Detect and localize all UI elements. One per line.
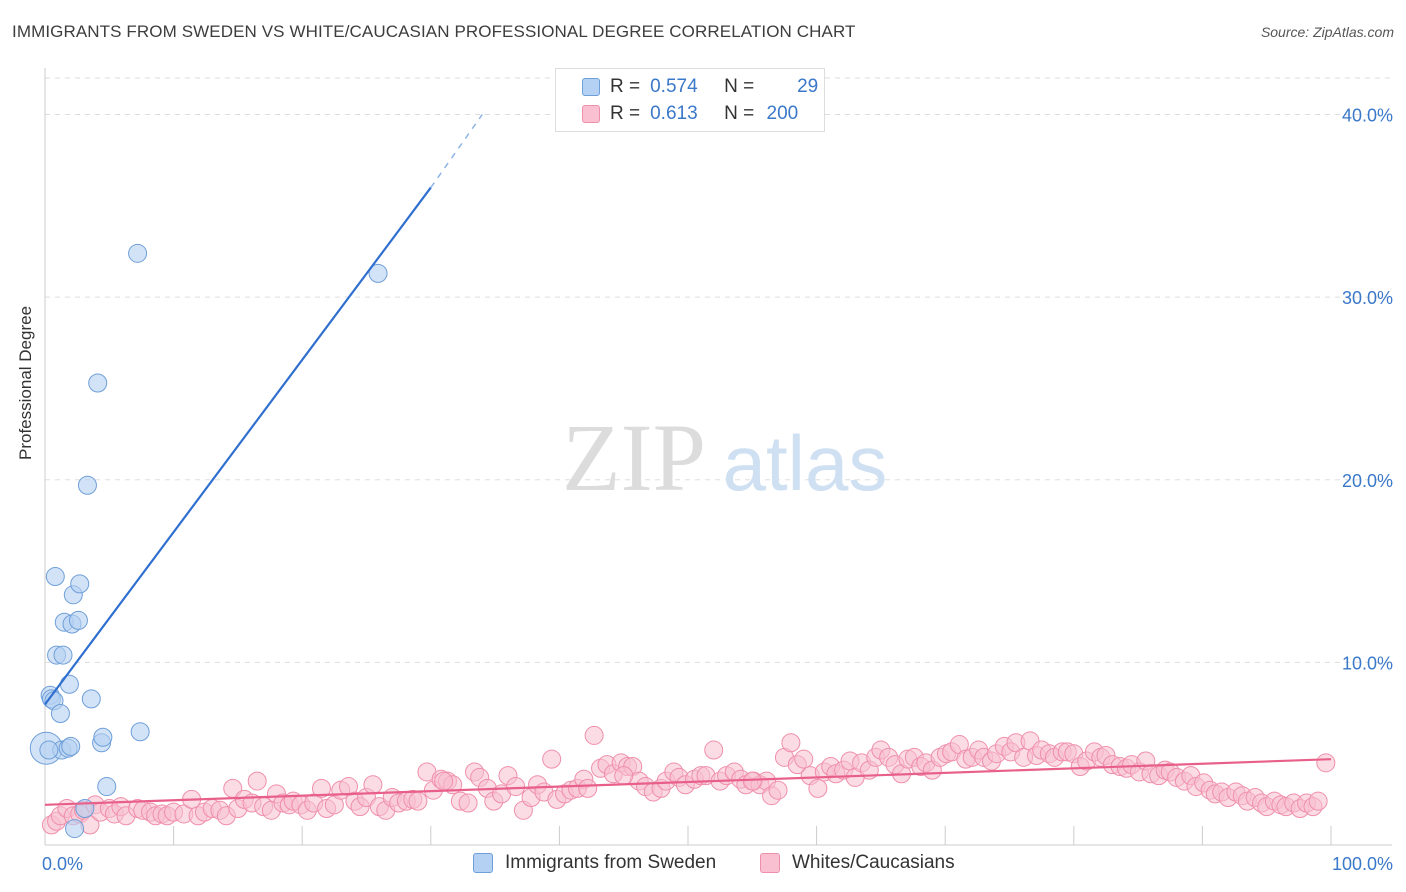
legend-swatch-blue [582,78,600,96]
axes [44,68,1392,846]
legend-label-sweden: Immigrants from Sweden [505,852,717,873]
blue-point [77,475,97,495]
pink-point [808,778,828,798]
pink-point [781,733,801,753]
trend-lines [44,114,1332,806]
pink-point [1308,791,1328,811]
blue-point [70,574,90,594]
legend-label-whites: Whites/Caucasians [792,852,955,873]
grid-lines [45,77,1392,663]
pink-point [311,778,331,798]
legend-r-value: 0.574 [650,76,698,97]
pink-point [614,766,634,786]
pink-point [247,771,267,791]
pink-point [742,771,762,791]
legend-item-whites[interactable]: Whites/Caucasians [760,852,955,874]
bottom-legend: Immigrants from Sweden Whites/Caucasians [0,852,1406,878]
pink-point [506,777,526,797]
legend-r-label: R = [610,76,641,97]
blue-point [81,689,101,709]
tick-labels: 10.0% 20.0% 30.0% 40.0% 0.0% 100.0% [42,106,1393,874]
pink-point [704,740,724,760]
legend-n-label: N = [724,103,755,124]
legend-swatch-pink [760,853,780,873]
sweden-trend-extension [430,114,483,189]
sweden-trend-line [44,186,432,706]
pink-point [1316,753,1336,773]
legend-item-sweden[interactable]: Immigrants from Sweden [473,852,716,874]
blue-point [130,722,150,742]
y-axis-label: Professional Degree [16,305,35,460]
pink-point [408,791,428,811]
chart-title: IMMIGRANTS FROM SWEDEN VS WHITE/CAUCASIA… [12,22,856,41]
y-tick-label: 30.0% [1342,288,1393,308]
pink-point [363,775,383,795]
pink-point [542,749,562,769]
legend-swatch-pink [582,105,600,123]
pink-point [434,771,454,791]
blue-point [368,263,388,283]
pink-point [794,749,814,769]
blue-point [128,243,148,263]
source-label: Source: ZipAtlas.com [1260,24,1394,40]
pink-point [584,725,604,745]
blue-point [45,567,65,587]
pink-point [458,793,478,813]
legend-row-sweden: R = 0.574 N = 29 [582,76,818,98]
pink-point [578,778,598,798]
watermark-zip: ZIP [562,404,706,511]
legend-r-value: 0.613 [650,103,698,124]
legend-n-value: 29 [797,76,819,97]
stats-legend: R = 0.574 N = 29 R = 0.613 N = 200 [555,68,825,132]
legend-r-label: R = [610,103,641,124]
whites-trend-line [44,758,1332,806]
x-tick-label: 100.0% [1332,854,1393,874]
y-tick-label: 10.0% [1342,653,1393,673]
x-tick-label: 0.0% [42,854,83,874]
blue-point [39,740,59,760]
immigrants-from-sweden-points [29,243,388,839]
y-tick-label: 40.0% [1342,106,1393,126]
blue-point [93,727,113,747]
whites-caucasians-points [41,725,1336,835]
legend-swatch-blue [473,853,493,873]
blue-point [50,704,70,724]
legend-row-whites: R = 0.613 N = 200 [582,103,798,125]
legend-n-label: N = [724,76,755,97]
blue-point [65,819,85,839]
legend-n-value: 200 [766,103,799,124]
blue-point [88,373,108,393]
blue-point [59,674,79,694]
blue-point [68,610,88,630]
watermark: ZIP atlas [562,404,887,511]
blue-point [97,777,117,797]
watermark-atlas: atlas [723,419,888,507]
y-tick-label: 20.0% [1342,471,1393,491]
pink-point [768,780,788,800]
blue-point [61,736,81,756]
blue-point [53,645,73,665]
